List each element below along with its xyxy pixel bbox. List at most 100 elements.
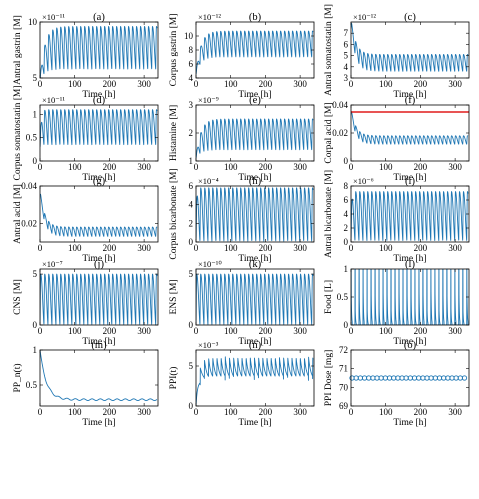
- y-axis-label: CNS [M]: [13, 279, 23, 315]
- axis-exponent: ×10⁻⁶: [353, 176, 374, 186]
- panel-title: (a): [93, 12, 105, 23]
- axis-exponent: ×10⁻³: [198, 340, 219, 350]
- series-line: [351, 111, 469, 145]
- panel-title: (g): [93, 176, 106, 187]
- x-axis-label: Time [h]: [82, 173, 115, 183]
- y-tick-label: 5: [189, 361, 194, 371]
- y-tick-label: 0: [344, 237, 349, 247]
- axes-box: [350, 21, 470, 79]
- y-tick-label: 0.5: [26, 380, 38, 390]
- x-tick-label: 300: [293, 326, 307, 336]
- x-tick-label: 300: [293, 243, 307, 253]
- x-tick-label: 0: [194, 407, 199, 417]
- x-tick-label: 200: [103, 326, 117, 336]
- x-axis-label: Time [h]: [82, 90, 115, 100]
- x-tick-label: 300: [448, 407, 462, 417]
- y-tick-label: 5: [344, 51, 349, 61]
- y-tick-label: 70: [339, 382, 349, 392]
- series-line: [351, 269, 469, 325]
- axes-box: [350, 349, 470, 407]
- y-axis-label: PPI(t): [168, 367, 179, 390]
- axis-exponent: ×10⁻¹¹: [42, 12, 65, 22]
- panel-f: 0 100 200 300 0 0.02 0.04 (f) Time [h] Corpal aci…: [324, 95, 470, 183]
- panel-title: (m): [91, 340, 107, 351]
- axes-box: [39, 268, 159, 326]
- y-tick-label: 2: [344, 223, 349, 233]
- x-tick-label: 100: [379, 326, 393, 336]
- y-tick-label: 4: [344, 62, 349, 72]
- y-axis-label: Corpal acid [M]: [324, 102, 334, 163]
- y-tick-label: 2: [189, 128, 194, 138]
- x-tick-label: 100: [224, 162, 238, 172]
- axes-box: [195, 349, 315, 407]
- y-tick-label: 6: [189, 181, 194, 191]
- axes-box: [39, 349, 159, 407]
- x-tick-label: 300: [137, 162, 151, 172]
- axis-exponent: ×10⁻¹²: [198, 12, 221, 22]
- x-axis-label: Time [h]: [238, 173, 271, 183]
- x-tick-label: 300: [137, 79, 151, 89]
- y-tick-label: 7: [344, 28, 349, 38]
- x-tick-label: 300: [137, 407, 151, 417]
- x-tick-label: 0: [38, 162, 43, 172]
- x-tick-label: 0: [38, 243, 43, 253]
- series-line: [40, 26, 158, 78]
- y-axis-label: Antral acid [M]: [13, 184, 23, 244]
- axes-box: [39, 185, 159, 243]
- x-tick-label: 300: [293, 79, 307, 89]
- y-axis-label: ENS [M]: [169, 279, 179, 314]
- y-tick-label: 0.5: [26, 133, 38, 143]
- axis-exponent: ×10⁻¹²: [353, 12, 376, 22]
- x-tick-label: 200: [103, 79, 117, 89]
- axes-box: [195, 268, 315, 326]
- y-tick-label: 1: [33, 345, 38, 355]
- panel-title: (f): [405, 95, 416, 106]
- x-tick-label: 0: [349, 407, 354, 417]
- x-tick-label: 300: [448, 162, 462, 172]
- y-tick-label: 0.04: [21, 181, 37, 191]
- y-tick-label: 0.5: [337, 292, 349, 302]
- panel-title: (l): [405, 259, 415, 270]
- series-line: [351, 191, 469, 242]
- panel-c: 0 100 200 300 345 67 ×10⁻¹² (c) Time [h] Antral s…: [324, 4, 470, 100]
- x-tick-label: 100: [224, 79, 238, 89]
- panel-j: 0 100 200 300 0 5 ×10⁻⁷ (j) Time [h] CNS [M]: [13, 259, 159, 347]
- y-tick-label: 0: [344, 320, 349, 330]
- x-tick-label: 300: [448, 326, 462, 336]
- axis-exponent: ×10⁻¹¹: [42, 95, 65, 105]
- y-tick-label: 2: [189, 218, 194, 228]
- y-tick-label: 1: [33, 109, 38, 119]
- x-tick-label: 0: [349, 243, 354, 253]
- x-tick-label: 100: [379, 407, 393, 417]
- y-tick-label: 5: [189, 269, 194, 279]
- x-axis-label: Time [h]: [238, 337, 271, 347]
- x-tick-label: 0: [349, 326, 354, 336]
- x-tick-label: 100: [224, 243, 238, 253]
- x-tick-label: 200: [259, 326, 273, 336]
- x-axis-label: Time [h]: [393, 90, 426, 100]
- y-tick-label: 5: [33, 73, 38, 83]
- series-line: [351, 22, 469, 72]
- panel-title: (c): [404, 12, 416, 23]
- panel-b: 0 100 200 300 4 6 8 10 ×10⁻¹² (b) Time [h] Corpus g…: [169, 12, 315, 100]
- x-axis-label: Time [h]: [238, 90, 271, 100]
- y-tick-label: 0.02: [21, 218, 37, 228]
- x-tick-label: 300: [293, 407, 307, 417]
- x-tick-label: 200: [414, 162, 428, 172]
- panel-k: 0 100 200 300 0 5 ×10⁻¹⁰ (k) Time [h] ENS [M]: [169, 259, 315, 347]
- x-axis-label: Time [h]: [393, 337, 426, 347]
- x-tick-label: 200: [259, 79, 273, 89]
- x-axis-label: Time [h]: [82, 418, 115, 428]
- axes-box: [350, 104, 470, 162]
- y-tick-label: 0: [189, 320, 194, 330]
- x-axis-label: Time [h]: [82, 254, 115, 264]
- x-tick-label: 200: [259, 162, 273, 172]
- x-tick-label: 200: [414, 243, 428, 253]
- panel-l: 0 100 200 300 0 0.5 1 (l) Time [h] Food [L]: [324, 259, 470, 347]
- y-tick-label: 71: [339, 364, 348, 374]
- x-tick-label: 100: [68, 162, 82, 172]
- x-tick-label: 100: [68, 407, 82, 417]
- data-point: [461, 375, 468, 381]
